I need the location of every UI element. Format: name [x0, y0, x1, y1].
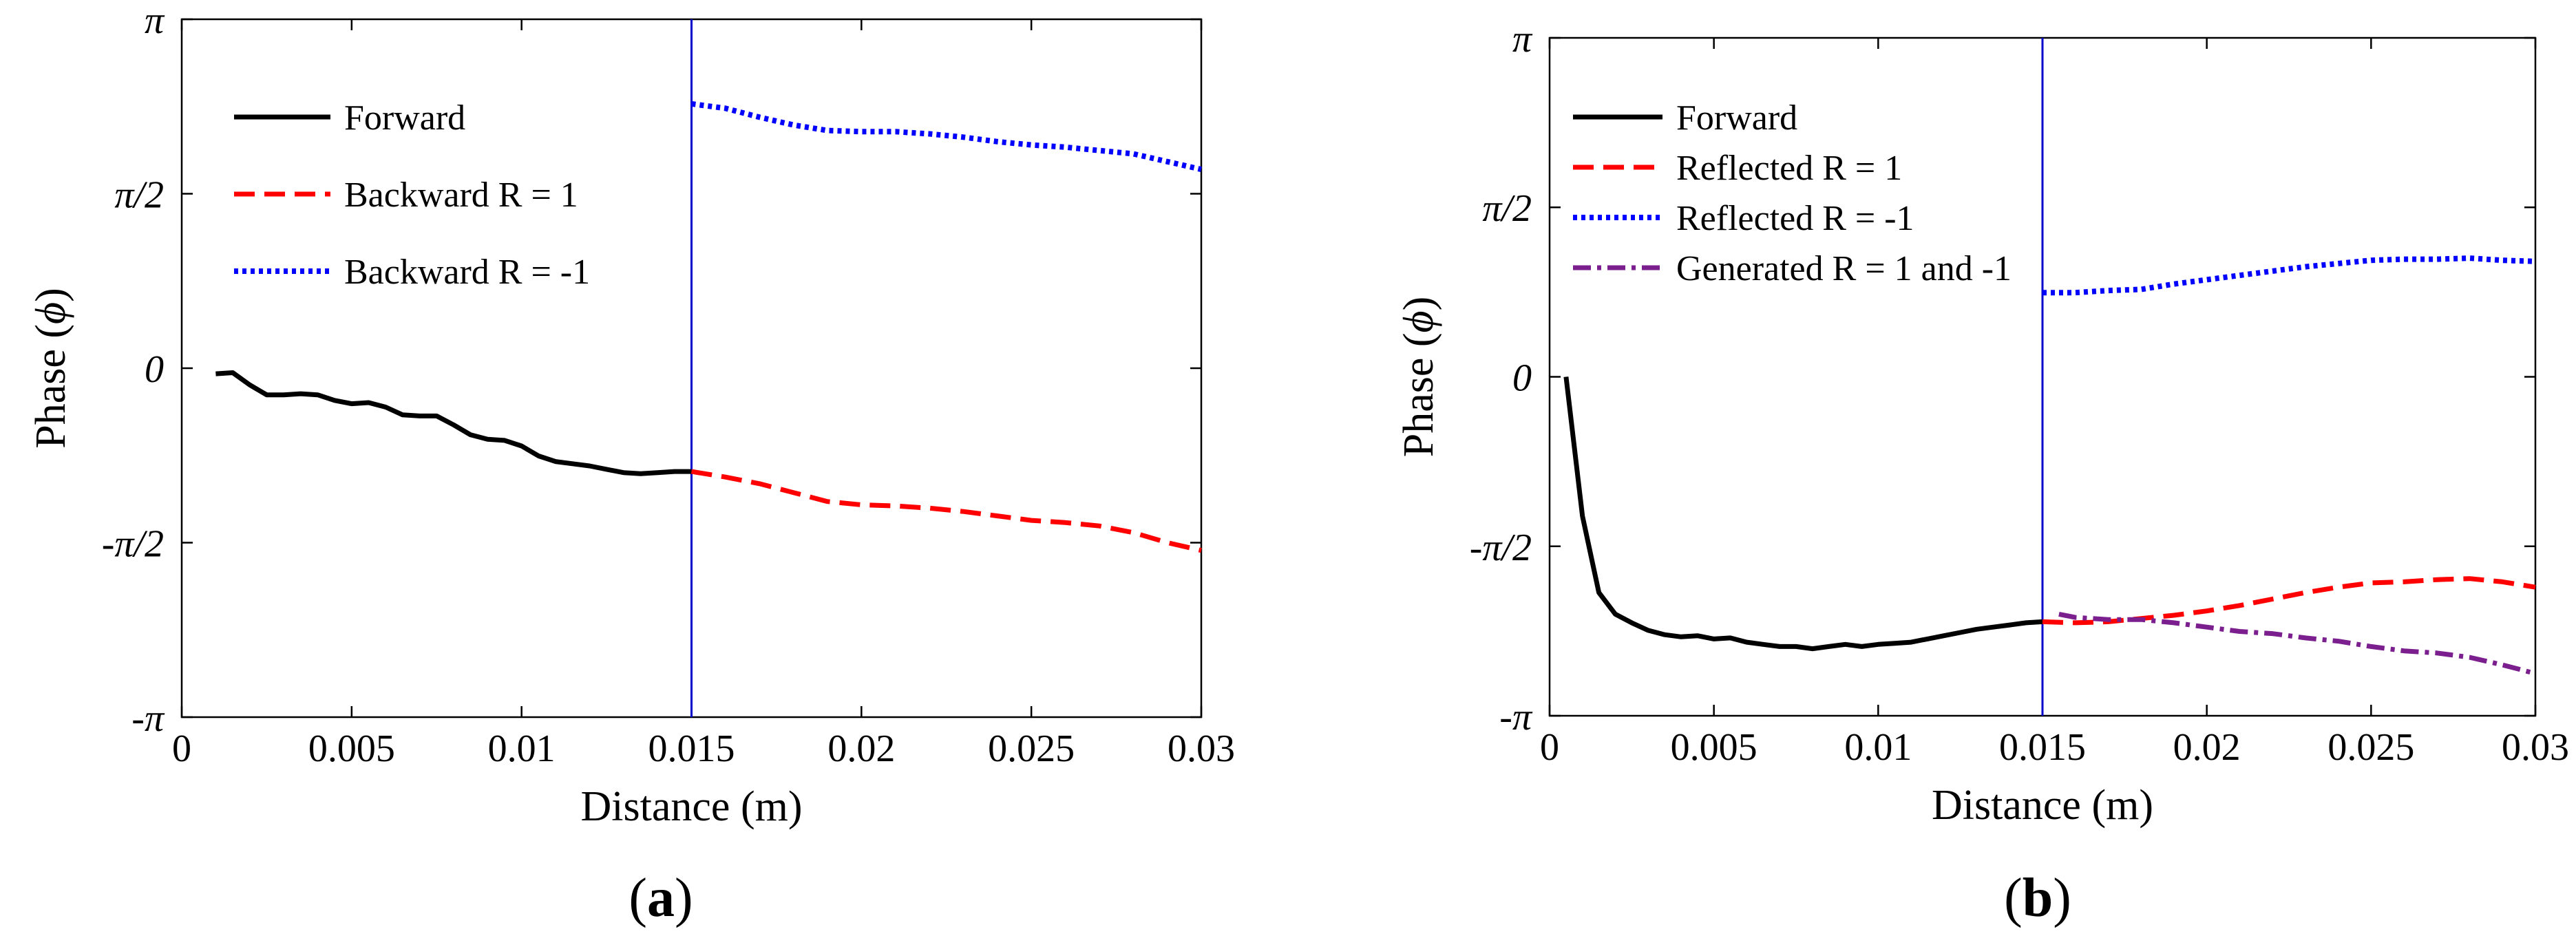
x-tick-label-a: 0.005: [308, 727, 395, 770]
legend-label-a-0: Forward: [344, 98, 465, 138]
legend-label-b-1: Reflected R = 1: [1676, 149, 1902, 188]
panel-label-a: (a): [629, 868, 693, 928]
x-tick-label-a: 0.02: [827, 727, 895, 770]
legend-label-b-3: Generated R = 1 and -1: [1676, 249, 2012, 288]
y-tick-label-a: -π: [131, 697, 165, 740]
panel-label-b-letter: b: [2022, 868, 2054, 928]
y-tick-label-b: -π/2: [1470, 526, 1532, 569]
x-axis-label-b: Distance (m): [1932, 782, 2153, 829]
y-tick-label-b: π: [1512, 18, 1533, 61]
x-tick-label-b: 0.01: [1844, 726, 1912, 769]
chart-b: 0 0.005 0.01 0.015 0.02 0.025 0.03 -π -π/2 0 π/2 π D…: [1395, 18, 2569, 829]
legend-label-b-2: Reflected R = -1: [1676, 199, 1914, 238]
x-tick-label-a: 0.025: [988, 727, 1075, 770]
legend-label-a-1: Backward R = 1: [344, 176, 578, 215]
legend-a: Forward Backward R = 1 Backward R = -1: [234, 98, 590, 292]
chart-a: 0 0.005 0.01 0.015 0.02 0.025 0.03 -π -π/2 0 π/2 π D…: [28, 0, 1235, 830]
x-tick-label-a: 0.015: [648, 727, 735, 770]
y-axis-label-b: Phase (ϕ): [1395, 297, 1442, 458]
y-tick-label-b: -π: [1499, 696, 1533, 738]
series-line-b-2: [2042, 255, 2536, 296]
legend-label-b-0: Forward: [1676, 98, 1797, 138]
x-tick-label-b: 0: [1540, 726, 1559, 769]
series-line-a-1: [690, 469, 1202, 553]
series-line-b-0: [1563, 376, 2043, 652]
x-tick-label-b: 0.025: [2327, 726, 2414, 769]
x-tick-label-b: 0.015: [1999, 726, 2086, 769]
x-tick-label-a: 0.01: [488, 727, 556, 770]
y-tick-label-a: π: [145, 0, 165, 42]
series-line-a-2: [690, 100, 1202, 172]
legend-b: Forward Reflected R = 1 Reflected R = -1 Ge…: [1573, 98, 2012, 288]
legend-label-a-2: Backward R = -1: [344, 253, 590, 292]
panel-label-b: (b): [2004, 868, 2071, 928]
y-tick-label-a: π/2: [114, 173, 164, 216]
y-tick-label-a: 0: [145, 348, 164, 391]
series-line-b-1: [2042, 576, 2536, 626]
y-tick-label-b: π/2: [1482, 187, 1532, 230]
y-tick-label-b: 0: [1512, 357, 1532, 400]
x-tick-label-a: 0: [172, 727, 191, 770]
x-tick-label-a: 0.03: [1168, 727, 1235, 770]
x-tick-label-b: 0.02: [2173, 726, 2241, 769]
x-tick-label-b: 0.005: [1671, 726, 1757, 769]
panel-label-a-letter: a: [647, 868, 675, 928]
series-line-b-3: [2058, 611, 2536, 676]
y-tick-label-a: -π/2: [102, 523, 164, 566]
x-axis-label-a: Distance (m): [581, 783, 803, 830]
x-tick-label-b: 0.03: [2502, 726, 2569, 769]
series-line-a-0: [215, 370, 692, 476]
y-axis-label-a: Phase (ϕ): [28, 288, 74, 449]
